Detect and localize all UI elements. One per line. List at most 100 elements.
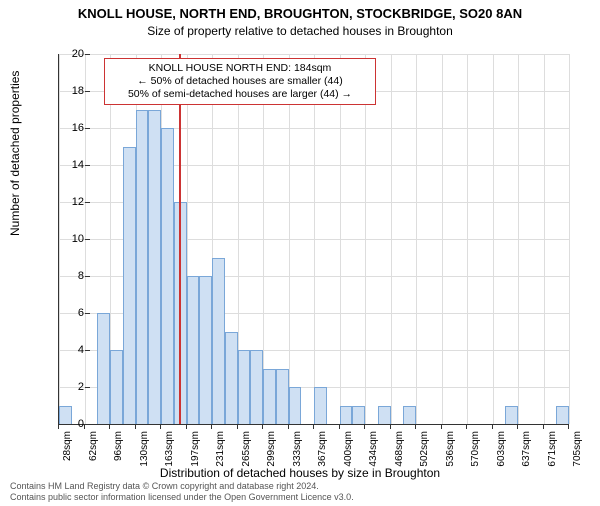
x-tick-mark [186, 424, 187, 429]
x-tick-label: 603sqm [496, 431, 507, 467]
x-tick-label: 333sqm [292, 431, 303, 467]
histogram-bar [225, 332, 238, 425]
x-tick-label: 367sqm [317, 431, 328, 467]
gridline-v [493, 54, 494, 424]
x-tick-label: 468sqm [394, 431, 405, 467]
histogram-bar [59, 406, 72, 425]
chart-area [58, 54, 568, 424]
x-tick-mark [339, 424, 340, 429]
gridline-v [467, 54, 468, 424]
histogram-bar [148, 110, 161, 425]
histogram-bar [212, 258, 225, 425]
histogram-bar [378, 406, 391, 425]
x-tick-label: 265sqm [241, 431, 252, 467]
y-tick-label: 12 [54, 196, 84, 208]
x-tick-mark [262, 424, 263, 429]
x-tick-label: 231sqm [215, 431, 226, 467]
gridline-v [365, 54, 366, 424]
x-tick-mark [466, 424, 467, 429]
gridline-v [314, 54, 315, 424]
x-tick-label: 434sqm [368, 431, 379, 467]
histogram-bar [263, 369, 276, 425]
histogram-bar [97, 313, 110, 424]
x-tick-label: 130sqm [139, 431, 150, 467]
y-tick-mark [85, 165, 90, 166]
gridline-v [442, 54, 443, 424]
info-line-1: KNOLL HOUSE NORTH END: 184sqm [111, 62, 369, 75]
x-tick-label: 536sqm [445, 431, 456, 467]
info-line-3: 50% of semi-detached houses are larger (… [111, 88, 369, 101]
y-tick-label: 10 [54, 233, 84, 245]
histogram-bar [199, 276, 212, 424]
gridline-v [289, 54, 290, 424]
x-tick-mark [568, 424, 569, 429]
histogram-bar [238, 350, 251, 424]
y-tick-label: 14 [54, 159, 84, 171]
y-tick-mark [85, 276, 90, 277]
x-tick-mark [237, 424, 238, 429]
y-tick-label: 18 [54, 85, 84, 97]
y-tick-label: 16 [54, 122, 84, 134]
histogram-bar [136, 110, 149, 425]
histogram-bar [314, 387, 327, 424]
x-tick-label: 400sqm [343, 431, 354, 467]
x-tick-label: 637sqm [521, 431, 532, 467]
y-tick-label: 8 [54, 270, 84, 282]
y-tick-mark [85, 387, 90, 388]
histogram-bar [187, 276, 200, 424]
x-tick-label: 28sqm [62, 431, 73, 461]
y-tick-label: 6 [54, 307, 84, 319]
x-tick-mark [313, 424, 314, 429]
histogram-bar [123, 147, 136, 425]
y-tick-mark [85, 424, 90, 425]
gridline-v [518, 54, 519, 424]
x-tick-label: 62sqm [88, 431, 99, 461]
x-tick-mark [543, 424, 544, 429]
x-tick-mark [288, 424, 289, 429]
histogram-plot [58, 54, 569, 425]
x-tick-mark [492, 424, 493, 429]
x-tick-mark [58, 424, 59, 429]
page-subtitle: Size of property relative to detached ho… [0, 24, 600, 38]
x-tick-mark [160, 424, 161, 429]
y-tick-mark [85, 202, 90, 203]
footer-line-2: Contains public sector information licen… [10, 492, 354, 503]
y-tick-label: 2 [54, 381, 84, 393]
histogram-bar [352, 406, 365, 425]
x-tick-mark [211, 424, 212, 429]
footer-line-1: Contains HM Land Registry data © Crown c… [10, 481, 354, 492]
x-tick-mark [364, 424, 365, 429]
marker-line [179, 54, 181, 424]
x-tick-label: 570sqm [470, 431, 481, 467]
gridline-v [544, 54, 545, 424]
x-tick-label: 299sqm [266, 431, 277, 467]
histogram-bar [403, 406, 416, 425]
gridline-v [416, 54, 417, 424]
x-tick-label: 197sqm [190, 431, 201, 467]
x-tick-label: 96sqm [113, 431, 124, 461]
y-tick-mark [85, 128, 90, 129]
x-tick-mark [415, 424, 416, 429]
y-tick-mark [85, 239, 90, 240]
page-title: KNOLL HOUSE, NORTH END, BROUGHTON, STOCK… [0, 6, 600, 21]
x-tick-mark [517, 424, 518, 429]
histogram-bar [110, 350, 123, 424]
x-tick-mark [441, 424, 442, 429]
histogram-bar [161, 128, 174, 424]
gridline-v [391, 54, 392, 424]
x-tick-mark [84, 424, 85, 429]
gridline-v [569, 54, 570, 424]
info-box: KNOLL HOUSE NORTH END: 184sqm ← 50% of d… [104, 58, 376, 105]
histogram-bar [556, 406, 569, 425]
x-tick-label: 705sqm [572, 431, 583, 467]
histogram-bar [250, 350, 263, 424]
x-tick-mark [390, 424, 391, 429]
y-tick-mark [85, 54, 90, 55]
x-tick-mark [109, 424, 110, 429]
x-tick-mark [135, 424, 136, 429]
x-tick-label: 163sqm [164, 431, 175, 467]
x-tick-label: 671sqm [547, 431, 558, 467]
gridline-v [340, 54, 341, 424]
y-tick-label: 20 [54, 48, 84, 60]
x-tick-label: 502sqm [419, 431, 430, 467]
